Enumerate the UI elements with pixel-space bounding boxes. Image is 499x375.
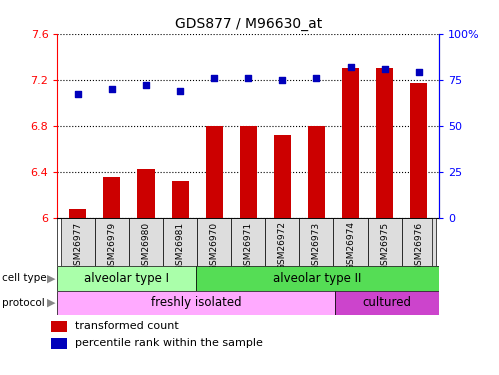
Bar	[342, 68, 359, 218]
Point	[415, 69, 423, 75]
Bar	[129, 217, 163, 266]
Bar	[163, 217, 197, 266]
Bar	[172, 181, 189, 218]
Text: GSM26980: GSM26980	[142, 221, 151, 270]
Text: GSM26974: GSM26974	[346, 221, 355, 270]
Bar	[333, 217, 368, 266]
Bar	[410, 83, 427, 218]
Text: GSM26970: GSM26970	[210, 221, 219, 270]
Point	[244, 75, 252, 81]
Point	[176, 88, 184, 94]
Text: GSM26977: GSM26977	[73, 221, 82, 270]
Point	[381, 66, 389, 72]
Point	[312, 75, 320, 81]
Point	[278, 77, 286, 83]
Text: ▶: ▶	[47, 273, 56, 283]
Bar	[308, 126, 325, 218]
Bar	[368, 217, 402, 266]
Bar	[57, 291, 335, 315]
Bar	[402, 217, 436, 266]
Text: GSM26976: GSM26976	[414, 221, 423, 270]
Text: GSM26972: GSM26972	[278, 221, 287, 270]
Point	[210, 75, 218, 81]
Bar	[61, 217, 95, 266]
Bar	[197, 217, 231, 266]
Title: GDS877 / M96630_at: GDS877 / M96630_at	[175, 17, 322, 32]
Bar	[57, 266, 196, 291]
Bar	[274, 135, 291, 218]
Bar	[138, 169, 155, 217]
Bar	[103, 177, 120, 218]
Bar	[335, 291, 439, 315]
Bar	[69, 210, 86, 218]
Text: GSM26979: GSM26979	[107, 221, 116, 270]
Point	[108, 86, 116, 92]
Bar	[299, 217, 333, 266]
Bar	[51, 338, 67, 349]
Point	[74, 92, 82, 98]
Text: GSM26971: GSM26971	[244, 221, 253, 270]
Text: ▶: ▶	[47, 298, 56, 307]
Bar	[51, 321, 67, 332]
Point	[142, 82, 150, 88]
Text: GSM26981: GSM26981	[176, 221, 185, 270]
Bar	[376, 68, 393, 218]
Bar	[240, 126, 257, 218]
Point	[346, 64, 354, 70]
Text: transformed count: transformed count	[75, 321, 179, 331]
Bar	[95, 217, 129, 266]
Bar	[196, 266, 439, 291]
Text: cultured: cultured	[363, 296, 412, 309]
Bar	[206, 126, 223, 218]
Text: alveolar type II: alveolar type II	[273, 272, 362, 285]
Text: percentile rank within the sample: percentile rank within the sample	[75, 338, 262, 348]
Text: protocol: protocol	[2, 298, 45, 307]
Text: GSM26975: GSM26975	[380, 221, 389, 270]
Text: GSM26973: GSM26973	[312, 221, 321, 270]
Bar	[265, 217, 299, 266]
Text: alveolar type I: alveolar type I	[84, 272, 169, 285]
Bar	[231, 217, 265, 266]
Text: cell type: cell type	[2, 273, 47, 283]
Text: freshly isolated: freshly isolated	[151, 296, 242, 309]
